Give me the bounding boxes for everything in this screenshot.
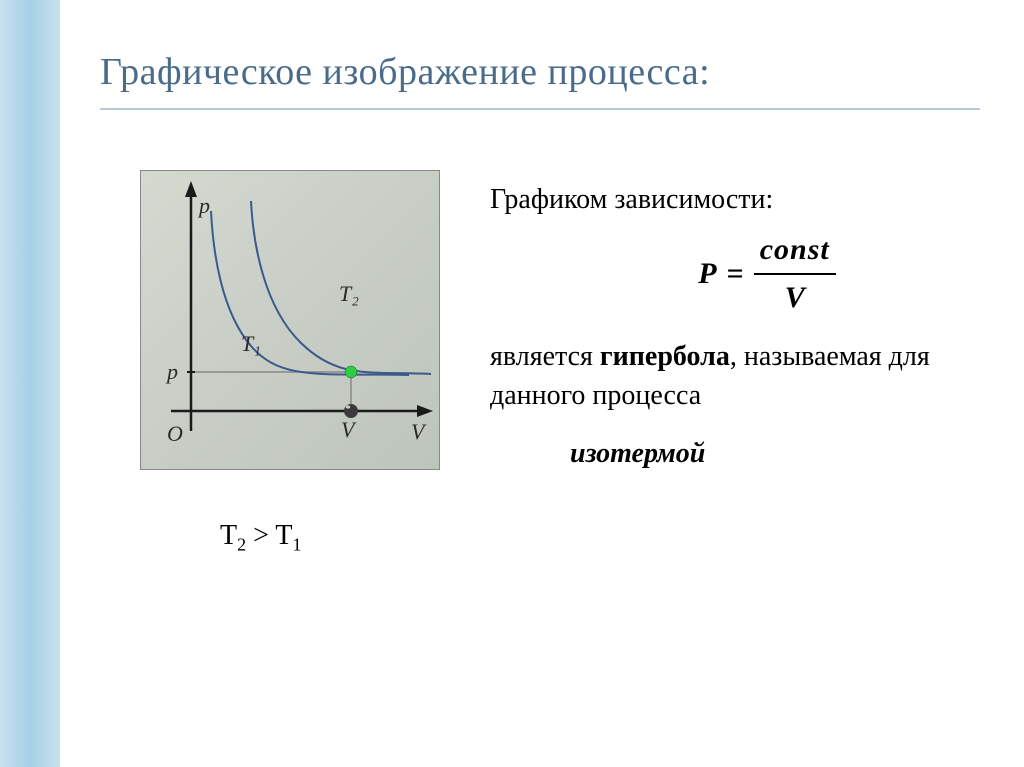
formula-numerator: const bbox=[754, 229, 836, 273]
isotherm-chart: V marker p O p V V T₁ T₂ bbox=[140, 170, 440, 470]
curve-label-t2: T₂ bbox=[339, 281, 359, 307]
intro-text: Графиком зависимости: bbox=[490, 180, 984, 219]
ineq-t1: T bbox=[275, 520, 292, 551]
page-title: Графическое изображение процесса: bbox=[100, 50, 984, 94]
title-underline bbox=[100, 108, 980, 110]
ineq-gt: > bbox=[246, 520, 275, 551]
ineq-sub2: 2 bbox=[237, 535, 246, 555]
y-axis-arrow bbox=[185, 181, 197, 197]
left-column: V marker p O p V V T₁ T₂ T2 > T1 bbox=[100, 170, 440, 556]
x-axis-arrow bbox=[417, 405, 433, 417]
formula: P = const V bbox=[550, 229, 984, 319]
desc-bold: гипербола bbox=[600, 341, 730, 372]
formula-lhs: P bbox=[698, 253, 716, 295]
description: является гипербола, называемая для данно… bbox=[490, 337, 984, 415]
main-row: V marker p O p V V T₁ T₂ T2 > T1 Графико… bbox=[100, 170, 984, 556]
sidebar-accent bbox=[0, 0, 60, 767]
x-marker-highlight bbox=[346, 405, 350, 408]
y-axis-label: p bbox=[199, 193, 210, 219]
x-marker: V marker bbox=[344, 404, 358, 418]
slide-content: Графическое изображение процесса: bbox=[60, 0, 1024, 767]
ineq-t2: T bbox=[220, 520, 237, 551]
origin-label: O bbox=[167, 421, 183, 447]
right-column: Графиком зависимости: P = const V являет… bbox=[490, 170, 984, 473]
formula-eq: = bbox=[727, 253, 744, 295]
x-tick-label: V bbox=[341, 417, 354, 443]
y-tick-label: p bbox=[167, 359, 178, 385]
chart-svg: V marker bbox=[141, 171, 441, 471]
curve-label-t1: T₁ bbox=[241, 331, 261, 357]
point-marker bbox=[345, 366, 357, 378]
ineq-sub1: 1 bbox=[293, 535, 302, 555]
formula-fraction: const V bbox=[754, 229, 836, 319]
temperature-inequality: T2 > T1 bbox=[220, 520, 440, 556]
desc-pre: является bbox=[490, 341, 600, 372]
x-axis-label: V bbox=[411, 419, 424, 445]
term-isotherm: изотермой bbox=[570, 434, 984, 473]
formula-denominator: V bbox=[779, 275, 811, 319]
